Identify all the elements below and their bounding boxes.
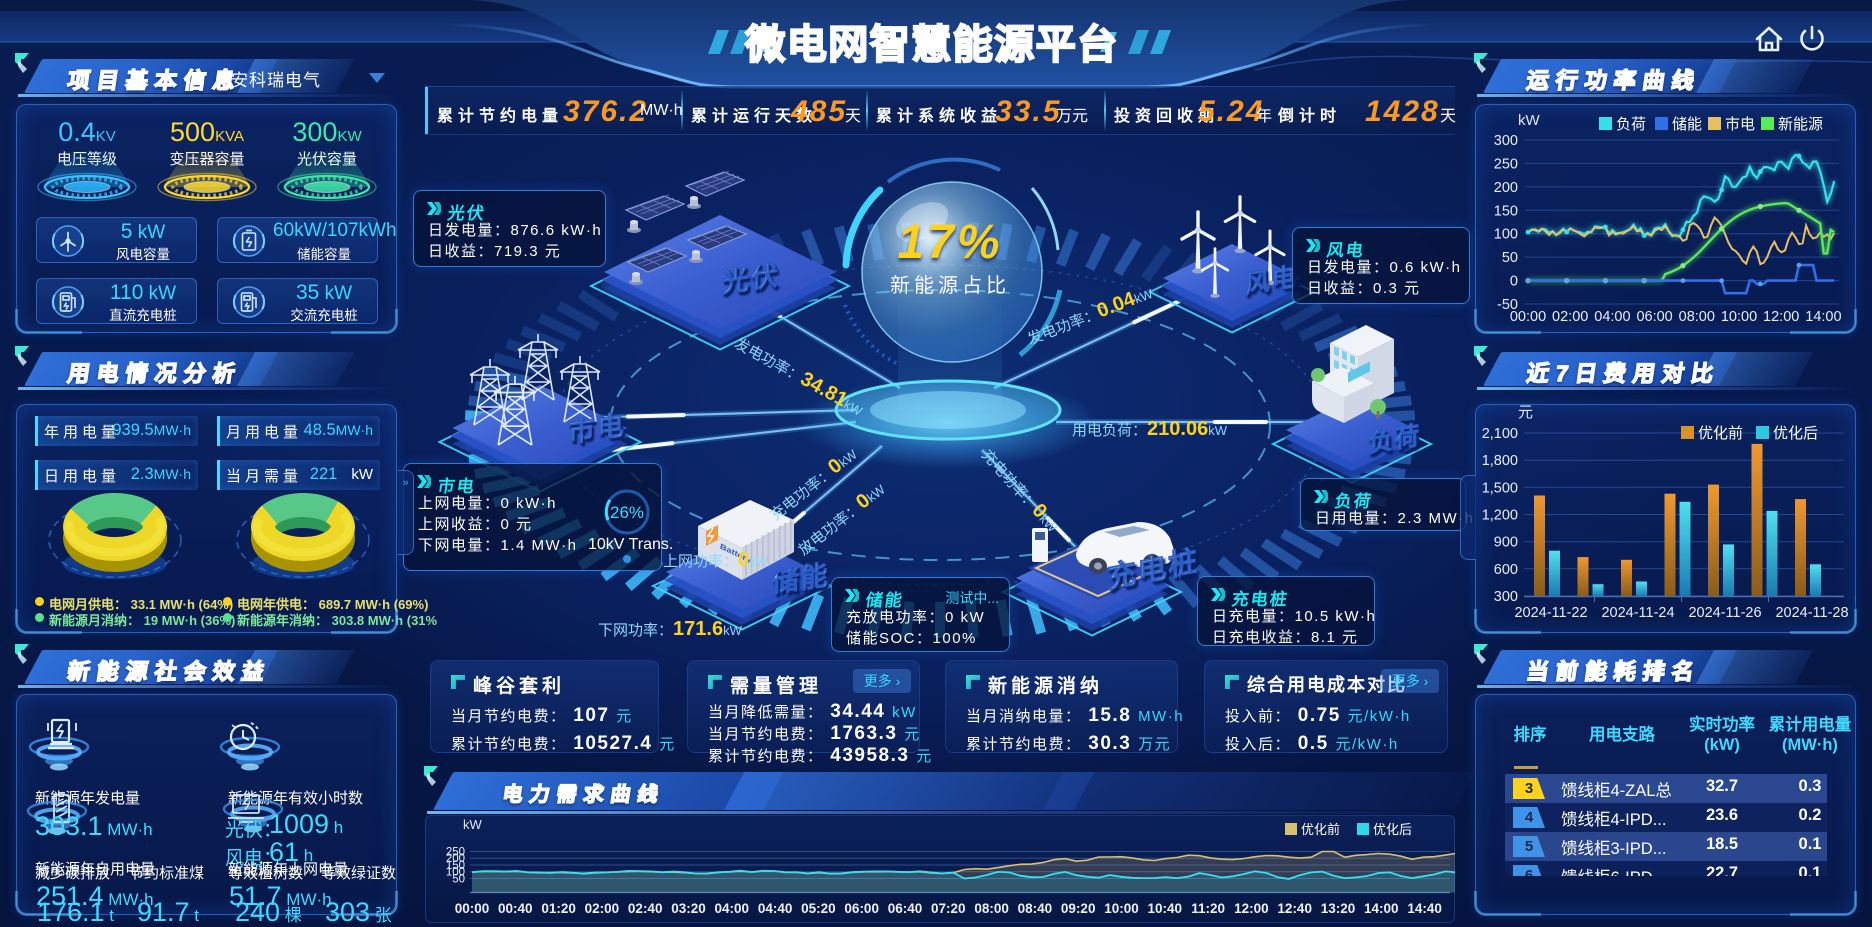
svg-text:17%: 17% bbox=[897, 216, 1002, 269]
svg-text:1,800: 1,800 bbox=[1482, 453, 1518, 469]
svg-text:10:40: 10:40 bbox=[1148, 901, 1183, 916]
svg-text:50: 50 bbox=[452, 874, 465, 886]
svg-text:300: 300 bbox=[1494, 589, 1518, 605]
svg-text:00:40: 00:40 bbox=[498, 901, 533, 916]
svg-text:kW: kW bbox=[1518, 112, 1541, 129]
svg-text:00:00: 00:00 bbox=[455, 901, 490, 916]
svg-text:04:00: 04:00 bbox=[715, 901, 750, 916]
svg-text:新能源占比: 新能源占比 bbox=[890, 274, 1010, 297]
svg-text:2024-11-24: 2024-11-24 bbox=[1601, 605, 1674, 621]
svg-text:900: 900 bbox=[1494, 535, 1518, 551]
svg-text:2,100: 2,100 bbox=[1482, 426, 1518, 442]
svg-text:12:40: 12:40 bbox=[1277, 901, 1312, 916]
svg-text:2024-11-28: 2024-11-28 bbox=[1775, 605, 1848, 621]
svg-text:14:00: 14:00 bbox=[1364, 901, 1399, 916]
svg-text:00:00: 00:00 bbox=[1510, 309, 1546, 325]
svg-text:100: 100 bbox=[446, 867, 465, 879]
svg-text:04:40: 04:40 bbox=[758, 901, 793, 916]
svg-text:12:00: 12:00 bbox=[1234, 901, 1269, 916]
svg-text:-50: -50 bbox=[1497, 297, 1518, 313]
svg-text:08:00: 08:00 bbox=[1679, 309, 1715, 325]
svg-text:08:00: 08:00 bbox=[974, 901, 1009, 916]
svg-text:10:00: 10:00 bbox=[1104, 901, 1139, 916]
svg-text:12:00: 12:00 bbox=[1763, 309, 1799, 325]
svg-text:150: 150 bbox=[446, 860, 465, 872]
svg-text:新能源: 新能源 bbox=[1778, 116, 1823, 133]
svg-text:01:20: 01:20 bbox=[541, 901, 576, 916]
svg-text:1,500: 1,500 bbox=[1482, 480, 1518, 496]
svg-text:02:00: 02:00 bbox=[1552, 309, 1588, 325]
svg-text:250: 250 bbox=[446, 847, 465, 859]
svg-text:300: 300 bbox=[1494, 133, 1518, 149]
svg-text:06:00: 06:00 bbox=[1636, 309, 1672, 325]
svg-text:600: 600 bbox=[1494, 562, 1518, 578]
svg-text:微电网智慧能源平台: 微电网智慧能源平台 bbox=[744, 23, 1119, 67]
svg-text:11:20: 11:20 bbox=[1191, 901, 1225, 916]
svg-text:kW: kW bbox=[463, 817, 483, 832]
svg-text:14:00: 14:00 bbox=[1805, 309, 1841, 325]
svg-text:150: 150 bbox=[1494, 203, 1518, 219]
svg-text:1,200: 1,200 bbox=[1482, 508, 1518, 524]
svg-text:04:00: 04:00 bbox=[1594, 309, 1630, 325]
svg-text:02:40: 02:40 bbox=[628, 901, 663, 916]
svg-text:08:40: 08:40 bbox=[1018, 901, 1053, 916]
svg-text:0: 0 bbox=[1510, 274, 1518, 290]
svg-text:200: 200 bbox=[446, 853, 465, 865]
svg-text:06:40: 06:40 bbox=[888, 901, 923, 916]
svg-text:06:00: 06:00 bbox=[844, 901, 879, 916]
svg-text:市电: 市电 bbox=[1725, 116, 1755, 133]
svg-text:元: 元 bbox=[1518, 405, 1533, 421]
svg-text:100: 100 bbox=[1494, 227, 1518, 243]
svg-text:09:20: 09:20 bbox=[1061, 901, 1096, 916]
svg-text:250: 250 bbox=[1494, 156, 1518, 172]
svg-text:优化前: 优化前 bbox=[1301, 822, 1340, 837]
svg-text:02:00: 02:00 bbox=[585, 901, 620, 916]
svg-text:10:00: 10:00 bbox=[1721, 309, 1757, 325]
svg-text:市电: 市电 bbox=[568, 409, 625, 448]
svg-text:03:20: 03:20 bbox=[671, 901, 706, 916]
svg-text:2024-11-26: 2024-11-26 bbox=[1688, 605, 1761, 621]
svg-text:2024-11-22: 2024-11-22 bbox=[1514, 605, 1587, 621]
svg-text:13:20: 13:20 bbox=[1321, 901, 1356, 916]
svg-text:14:40: 14:40 bbox=[1407, 901, 1442, 916]
svg-text:储能: 储能 bbox=[772, 559, 829, 598]
svg-text:储能: 储能 bbox=[1672, 116, 1702, 133]
svg-text:负荷: 负荷 bbox=[1616, 116, 1646, 133]
svg-text:优化后: 优化后 bbox=[1773, 425, 1818, 442]
svg-text:26%: 26% bbox=[610, 503, 644, 522]
svg-text:05:20: 05:20 bbox=[801, 901, 836, 916]
svg-text:优化后: 优化后 bbox=[1373, 822, 1412, 837]
svg-text:07:20: 07:20 bbox=[931, 901, 966, 916]
svg-text:200: 200 bbox=[1494, 180, 1518, 196]
svg-text:优化前: 优化前 bbox=[1698, 425, 1743, 442]
svg-text:50: 50 bbox=[1502, 250, 1518, 266]
